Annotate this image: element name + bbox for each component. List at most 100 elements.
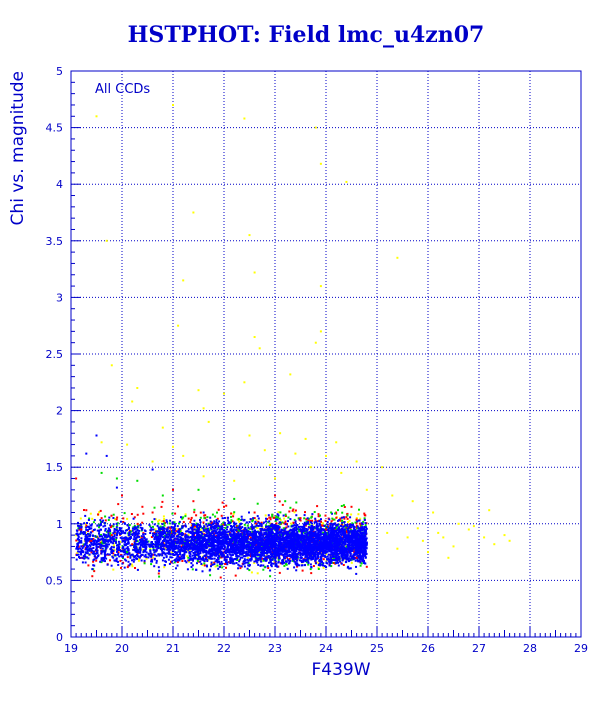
data-point <box>170 543 173 546</box>
data-point <box>98 526 100 529</box>
data-point <box>232 512 235 515</box>
data-point <box>315 548 318 551</box>
data-point <box>139 544 142 547</box>
data-point <box>180 545 183 548</box>
data-point <box>200 563 203 565</box>
data-point <box>168 543 171 546</box>
data-point <box>152 525 154 528</box>
data-point <box>83 531 86 534</box>
data-point <box>292 521 295 524</box>
data-point <box>357 554 360 557</box>
data-point <box>133 524 136 527</box>
data-point <box>188 551 191 554</box>
data-point <box>209 527 212 530</box>
data-point <box>142 549 145 552</box>
data-point <box>234 574 237 577</box>
data-point <box>343 521 346 523</box>
data-point <box>253 517 256 520</box>
data-point <box>174 532 177 535</box>
data-point <box>279 531 282 534</box>
data-point <box>101 520 104 523</box>
data-point <box>112 549 115 552</box>
data-point <box>339 517 342 520</box>
data-point <box>243 558 246 561</box>
data-point <box>223 517 226 519</box>
data-point <box>339 560 341 563</box>
data-point <box>288 561 291 564</box>
data-point <box>205 551 208 554</box>
data-point <box>275 540 278 543</box>
data-point <box>171 512 174 515</box>
data-point <box>238 560 241 563</box>
data-point <box>312 531 315 534</box>
data-point <box>264 524 267 527</box>
data-point <box>307 561 310 564</box>
data-point <box>241 556 244 559</box>
data-point <box>160 520 163 523</box>
data-point <box>309 543 312 546</box>
data-point <box>275 515 278 518</box>
data-point <box>349 554 352 557</box>
data-point <box>235 522 238 525</box>
data-point <box>315 521 318 524</box>
data-point <box>108 516 111 519</box>
data-point <box>85 526 88 529</box>
data-point <box>247 564 250 567</box>
data-point <box>224 531 226 534</box>
data-point <box>233 511 236 514</box>
data-point <box>310 515 313 518</box>
data-point <box>266 518 269 520</box>
data-point <box>358 522 361 525</box>
data-point <box>193 508 196 511</box>
data-point <box>227 522 230 524</box>
data-point <box>265 517 267 520</box>
data-point <box>113 539 116 542</box>
data-point <box>119 549 121 552</box>
data-point <box>205 523 208 526</box>
data-point <box>285 526 288 529</box>
data-point <box>310 531 313 534</box>
data-point <box>240 532 242 535</box>
data-point <box>290 536 292 539</box>
data-point <box>253 531 256 534</box>
data-point <box>92 544 95 547</box>
data-point <box>83 522 86 525</box>
data-point <box>161 526 164 529</box>
data-point <box>190 562 193 565</box>
data-point <box>279 511 282 514</box>
data-point <box>311 513 314 516</box>
data-point <box>232 515 235 518</box>
data-point <box>85 534 88 536</box>
data-point <box>177 533 180 536</box>
data-point <box>269 516 272 519</box>
data-point <box>125 547 128 550</box>
data-point <box>83 509 85 511</box>
data-point <box>205 540 208 543</box>
data-point <box>261 554 264 557</box>
data-point <box>344 543 347 546</box>
data-point <box>152 534 154 537</box>
data-point <box>355 518 358 521</box>
data-point <box>191 554 194 557</box>
data-point <box>257 559 260 562</box>
data-point <box>287 559 290 562</box>
data-point <box>358 558 360 561</box>
data-point <box>343 517 346 520</box>
data-point <box>174 523 176 526</box>
data-point <box>321 522 324 524</box>
data-point <box>225 562 227 565</box>
data-point <box>209 574 212 577</box>
data-point <box>256 502 259 505</box>
data-point <box>197 556 200 559</box>
data-point <box>263 550 266 553</box>
data-point <box>213 529 216 532</box>
data-point <box>119 540 122 543</box>
data-point <box>347 521 349 523</box>
data-point <box>250 553 253 556</box>
data-point <box>262 559 265 562</box>
data-point <box>84 539 87 542</box>
data-point <box>331 517 334 520</box>
data-point <box>290 529 293 532</box>
data-point <box>185 542 188 545</box>
data-point <box>213 537 216 540</box>
